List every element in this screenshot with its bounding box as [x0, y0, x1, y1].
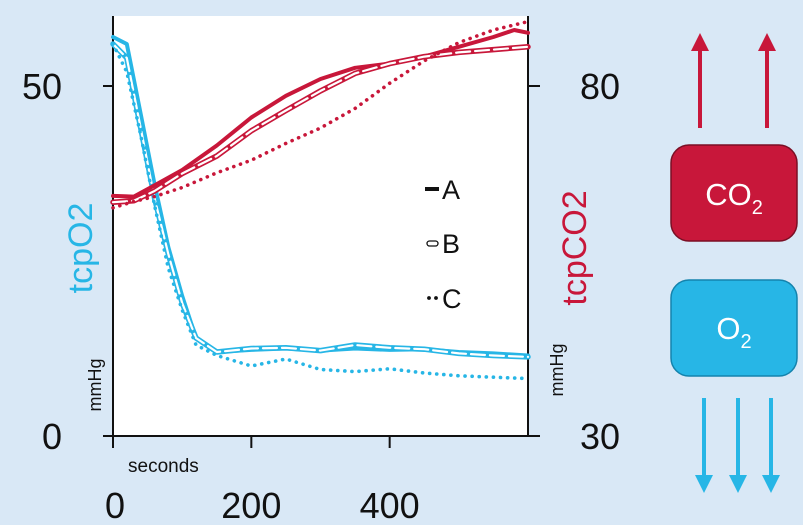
- series-a-tcpco2-line: [111, 28, 530, 199]
- legend-label-b: B: [442, 229, 460, 259]
- left-y-ticks: 50 0: [22, 66, 113, 457]
- right-axis-unit: mmHg: [547, 344, 567, 397]
- legend-item-a: A: [425, 175, 460, 205]
- right-y-tick-label: 30: [580, 416, 620, 457]
- o2-box: O2: [670, 279, 798, 377]
- left-y-tick-label: 0: [42, 416, 62, 457]
- right-y-tick-label: 80: [580, 66, 620, 107]
- series-c-tcpo2-line: [111, 42, 530, 381]
- plot-area: [113, 16, 528, 436]
- o2-label: O: [716, 311, 740, 346]
- x-tick-label: 0: [105, 485, 125, 525]
- right-y-ticks: 80 30: [528, 66, 620, 457]
- x-tick-label: 400: [360, 485, 420, 525]
- series-b-tcpco2-line-inner: [111, 45, 530, 204]
- co2-box: CO2: [670, 144, 798, 242]
- side-panel: CO2 O2: [670, 33, 798, 493]
- chart-plot: 0 200 400 50 0 80 30 seconds tcpO2 mmHg tcpC…: [22, 16, 620, 525]
- x-axis-label: seconds: [128, 456, 199, 477]
- legend: A B C: [425, 175, 462, 314]
- right-axis-title: tcpCO2: [556, 190, 594, 305]
- o2-subscript: 2: [741, 331, 752, 353]
- left-y-tick-label: 50: [22, 66, 62, 107]
- co2-label: CO: [705, 177, 752, 212]
- legend-item-c: C: [427, 284, 462, 314]
- co2-subscript: 2: [752, 197, 763, 219]
- series-layer: [110, 19, 531, 381]
- left-axis-title: tcpO2: [62, 203, 100, 294]
- svg-text:O2: O2: [716, 311, 751, 353]
- x-ticks: 0 200 400: [105, 436, 420, 525]
- left-axis-unit: mmHg: [85, 359, 105, 412]
- legend-label-a: A: [442, 175, 460, 205]
- x-tick-label: 200: [221, 485, 281, 525]
- series-b-tcpo2-line-inner: [111, 42, 530, 358]
- legend-item-b: B: [426, 229, 460, 259]
- svg-text:CO2: CO2: [705, 177, 763, 219]
- legend-label-c: C: [442, 284, 462, 314]
